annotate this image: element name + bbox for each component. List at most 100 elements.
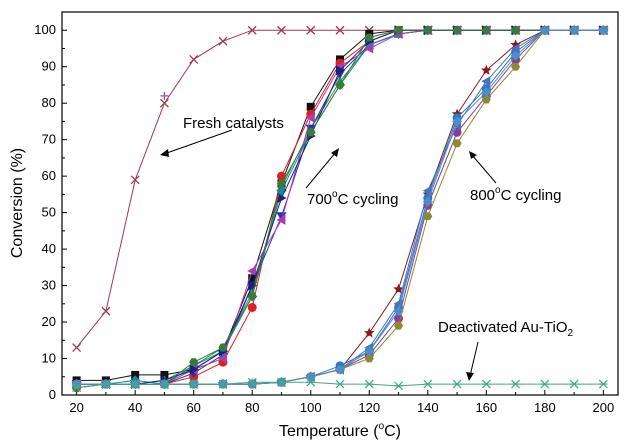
series-0-point-5: [218, 36, 228, 46]
series-0-point-2: [130, 175, 140, 185]
series-0-point-4: [189, 54, 199, 64]
series-1-point-0: [160, 91, 169, 100]
y-tick-label-0: 0: [49, 387, 56, 402]
series-7-point-5: [217, 353, 227, 364]
y-tick-label-9: 90: [42, 59, 56, 74]
series-16-point-17: [569, 379, 579, 389]
series-layer: [71, 24, 609, 393]
x-tick-label-4: 100: [300, 400, 322, 415]
series-16-point-12: [423, 379, 433, 389]
y-tick-label-7: 70: [42, 132, 56, 147]
series-15-point-16: [539, 25, 550, 36]
series-0-point-0: [72, 343, 82, 353]
series-9-point-9: [335, 81, 345, 89]
series-9-point-7: [276, 179, 286, 188]
arrow-fresh-head: [160, 149, 169, 157]
series-3-point-7: [276, 171, 286, 181]
series-15-point-15: [510, 50, 521, 61]
series-16-point-7: [277, 377, 286, 387]
series-9-point-4: [189, 358, 199, 367]
series-15-point-12: [422, 196, 433, 207]
series-16-point-1: [101, 379, 111, 389]
series-14-point-13: [452, 139, 462, 148]
series-5-point-7: [276, 212, 287, 222]
series-16-point-2: [130, 379, 140, 389]
y-axis: 0 10 20 30 40 50 60 70 80 90 100: [34, 22, 67, 402]
y-axis-title: Conversion (%): [9, 148, 26, 258]
x-tick-label-7: 160: [475, 400, 497, 415]
x-tick-label-9: 200: [593, 400, 615, 415]
series-7-point-8: [305, 112, 315, 123]
series-13-point-12: [422, 185, 432, 196]
series-9-point-5: [218, 343, 228, 352]
series-9-point-6: [247, 292, 257, 301]
series-16-point-6: [247, 377, 257, 387]
series-9-point-8: [306, 128, 316, 137]
series-16-point-4: [189, 379, 199, 389]
series-9: [72, 26, 608, 392]
x-tick-label-2: 60: [186, 400, 200, 415]
series-0-point-6: [247, 25, 257, 35]
series-13-point-15: [510, 43, 520, 54]
series-15-point-17: [569, 25, 580, 36]
series-16-point-15: [511, 379, 521, 389]
series-0-point-3: [159, 98, 169, 108]
arrow-deact: [469, 341, 479, 377]
y-tick-label-8: 80: [42, 95, 56, 110]
series-10-point-14: [481, 64, 492, 75]
x-tick-label-3: 80: [245, 400, 259, 415]
series-15-point-10: [364, 346, 375, 357]
series-15-point-9: [335, 364, 345, 375]
y-tick-label-5: 50: [42, 205, 56, 220]
series-8-point-6: [248, 280, 258, 291]
series-15-point-14: [481, 87, 492, 98]
series-9-point-13: [452, 26, 462, 35]
series-2-point-3: [160, 370, 169, 379]
y-tick-label-4: 40: [42, 241, 56, 256]
series-10-point-10: [364, 327, 375, 338]
annotation-arrows: [160, 129, 497, 381]
series-15-point-0: [71, 379, 82, 390]
series-13-point-14: [481, 76, 491, 87]
series-16: [72, 377, 608, 393]
series-16-point-9: [335, 379, 345, 389]
series-16-point-0: [72, 383, 82, 393]
series-0-point-8: [306, 25, 316, 35]
series-2-point-6: [248, 274, 257, 283]
series-16-point-3: [159, 379, 169, 389]
series-7-point-6: [247, 265, 257, 276]
y-tick-label-10: 100: [34, 22, 56, 37]
annotation-deactivated: Deactivated Au-TiO2: [438, 319, 574, 339]
series-16-point-14: [481, 379, 491, 389]
arrow-800-head: [469, 151, 477, 159]
series-0-point-7: [277, 25, 286, 35]
series-0-point-1: [101, 306, 111, 316]
series-9-point-14: [481, 26, 491, 35]
series-8-point-9: [336, 65, 345, 76]
series-7-point-10: [364, 43, 374, 54]
series-15-point-6: [247, 379, 258, 390]
arrow-deact-head: [466, 372, 474, 381]
series-8-point-4: [189, 364, 199, 375]
series-0-point-9: [335, 25, 345, 35]
arrow-fresh: [163, 129, 233, 155]
annotation-700-cycling: 700oC cycling: [307, 189, 398, 208]
y-tick-label-1: 10: [42, 351, 56, 366]
series-3-point-6: [247, 302, 257, 312]
series-14-point-14: [481, 95, 491, 104]
arrow-700: [305, 151, 337, 189]
series-9-point-12: [423, 26, 433, 35]
series-1: [160, 91, 169, 100]
series-9-point-10: [364, 33, 374, 42]
x-tick-label-5: 120: [358, 400, 380, 415]
x-tick-label-0: 20: [69, 400, 83, 415]
annotation-800-cycling: 800oC cycling: [470, 185, 561, 204]
series-10-point-11: [393, 283, 404, 294]
y-tick-label-2: 20: [42, 314, 56, 329]
series-16-point-8: [306, 377, 316, 387]
series-9-point-15: [511, 26, 521, 35]
series-16-point-16: [540, 379, 550, 389]
x-tick-label-1: 40: [128, 400, 142, 415]
series-14-point-11: [394, 321, 404, 330]
x-axis-title: Temperature (oC): [279, 421, 401, 440]
